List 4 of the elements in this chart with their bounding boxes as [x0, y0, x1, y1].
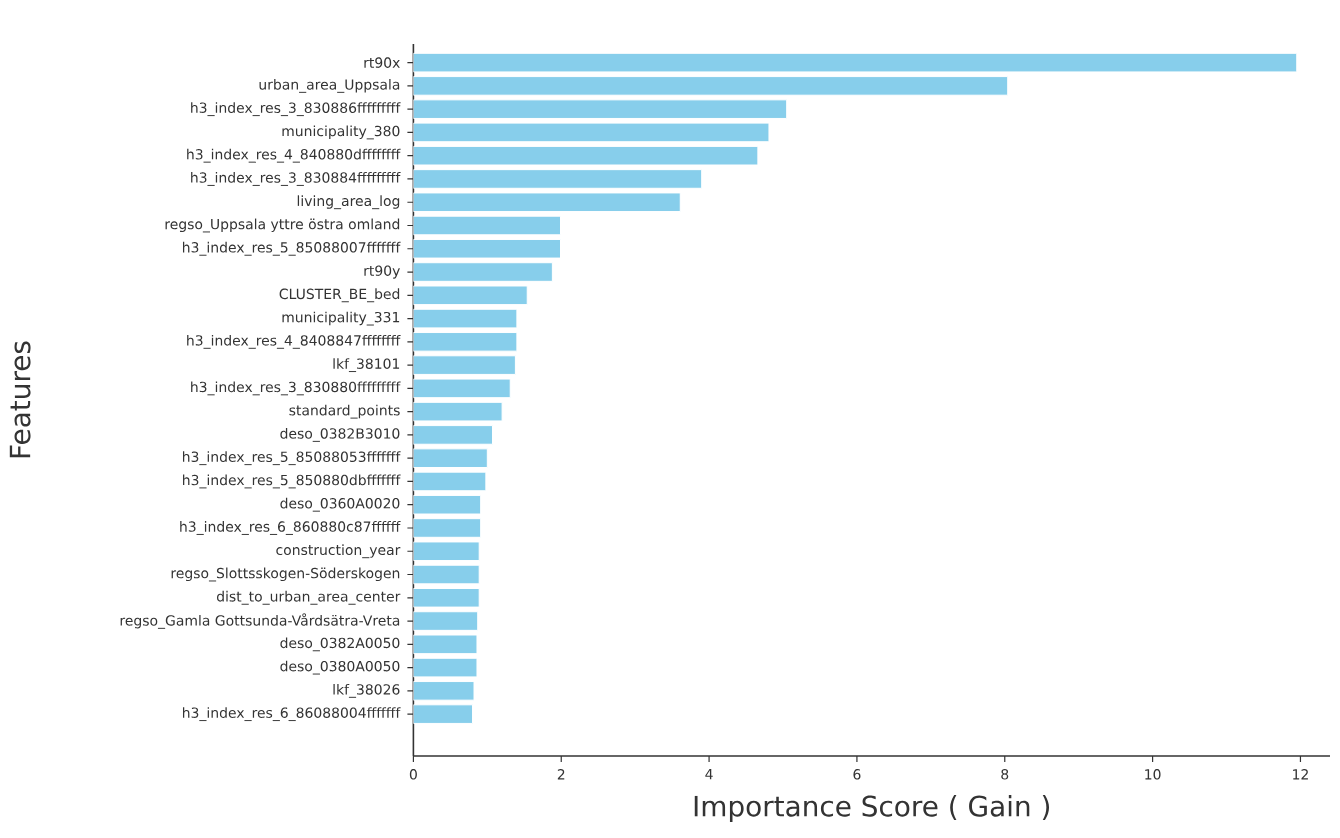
bar: [413, 564, 480, 585]
bar: [413, 215, 561, 236]
x-axis-title: Importance Score ( Gain ): [694, 795, 1050, 823]
y-axis-title: Features: [9, 341, 31, 458]
